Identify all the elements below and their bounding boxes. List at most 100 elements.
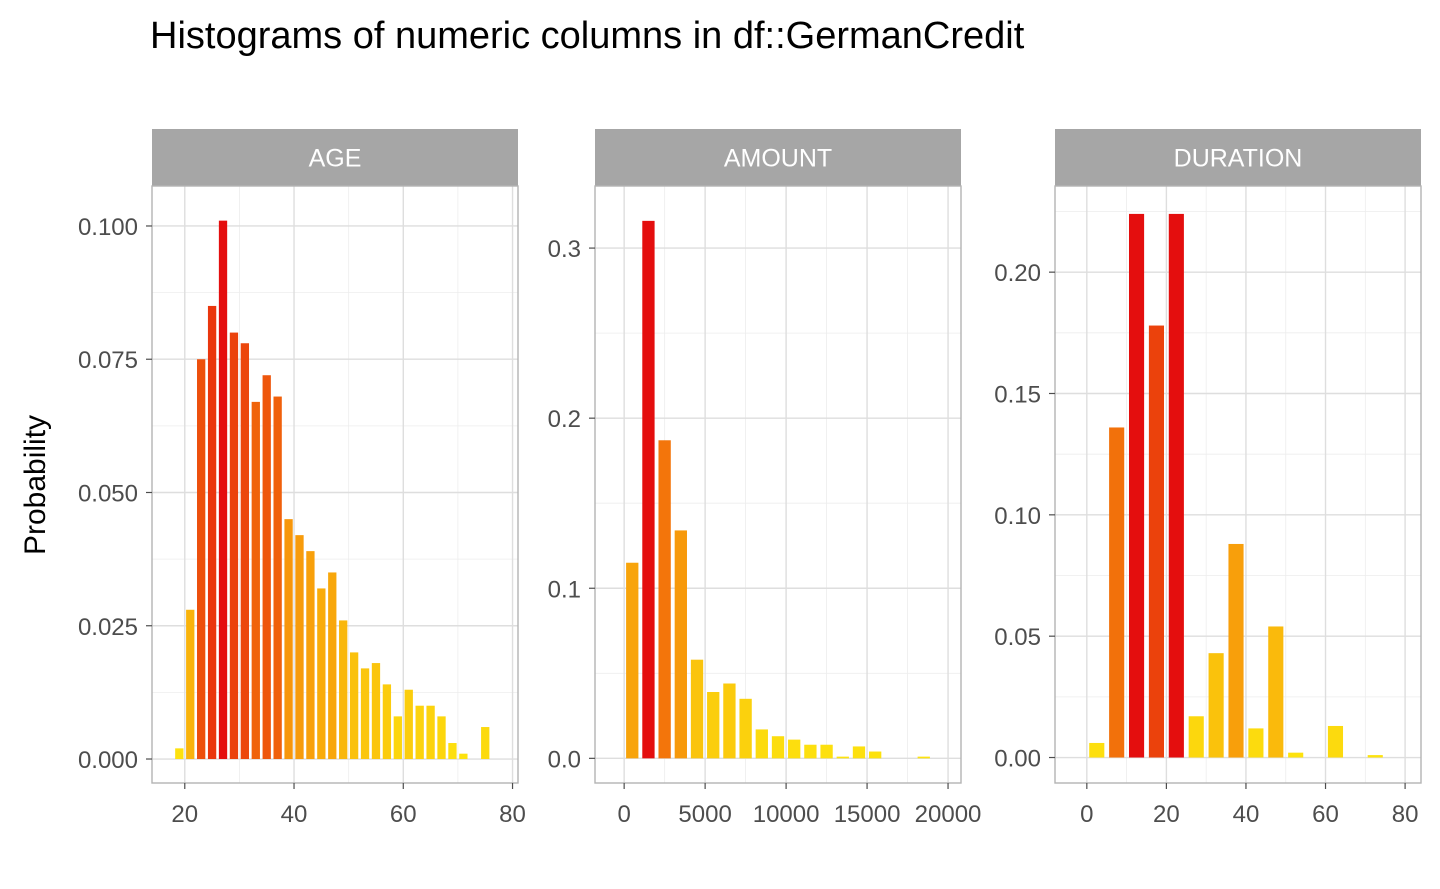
histogram-bar: [415, 705, 424, 760]
histogram-bar: [771, 736, 785, 759]
x-tick-label: 80: [499, 801, 526, 828]
x-tick-label: 40: [281, 801, 308, 828]
histogram-bar: [1168, 213, 1184, 758]
facet-label: AMOUNT: [724, 145, 832, 173]
y-tick-label: 0.100: [78, 214, 138, 241]
histogram-bar: [186, 609, 195, 760]
histogram-bar: [1148, 325, 1165, 758]
y-tick-label: 0.2: [548, 406, 581, 433]
histogram-bar: [739, 698, 752, 759]
y-tick-label: 0.050: [78, 480, 138, 507]
y-axis-label: Probability: [19, 415, 52, 555]
y-tick-label: 0.05: [994, 624, 1041, 651]
panel-border: [1054, 185, 1422, 784]
histogram-bar: [251, 401, 260, 760]
histogram-bar: [869, 751, 882, 759]
bars: [1089, 213, 1383, 758]
x-tick-label: 20000: [915, 801, 982, 828]
histogram-bar: [1188, 716, 1204, 758]
histogram-bar: [1327, 725, 1344, 758]
y-tick-label: 0.10: [994, 503, 1041, 530]
x-tick-label: 10000: [753, 801, 820, 828]
facet-strip: [595, 129, 961, 186]
y-tick-label: 0.15: [994, 381, 1041, 408]
x-tick-label: 0: [1080, 801, 1093, 828]
histogram-bar: [658, 440, 671, 759]
histogram-bar: [1128, 213, 1145, 758]
facet-label: DURATION: [1174, 145, 1303, 173]
histogram-bar: [755, 729, 768, 759]
histogram-bar: [836, 756, 849, 759]
histogram-bar: [1228, 543, 1244, 758]
panel-amount: AMOUNT 0.0 0.1 0.2 0.3 0 5000 10000 15000 20000: [548, 129, 982, 828]
x-tick-label: 5000: [678, 801, 731, 828]
y-tick-label: 0.3: [548, 236, 581, 263]
y-tick-label: 0.20: [994, 260, 1041, 287]
histogram-bar: [207, 305, 217, 760]
histogram-bar: [284, 519, 293, 760]
grid: [595, 186, 961, 783]
histogram-bar: [459, 753, 468, 760]
x-tick-label: 80: [1392, 801, 1419, 828]
histogram-bar: [1248, 728, 1264, 758]
x-tick-label: 0: [617, 801, 630, 828]
x-tick-label: 60: [1312, 801, 1339, 828]
bars: [175, 220, 490, 760]
histogram-bar: [707, 692, 720, 759]
x-tick-label: 60: [390, 801, 417, 828]
facet-label: AGE: [309, 145, 362, 173]
x-tick-label: 20: [171, 801, 198, 828]
histogram-bar: [723, 683, 736, 759]
histogram-bar: [852, 746, 866, 759]
y-tick-label: 0.075: [78, 347, 138, 374]
y-tick-label: 0.00: [994, 746, 1041, 773]
histogram-bar: [788, 739, 801, 759]
y-tick-label: 0.000: [78, 747, 138, 774]
histogram-bar: [481, 727, 490, 760]
histogram-bar: [917, 756, 930, 759]
y-tick-label: 0.025: [78, 614, 138, 641]
histogram-bar: [626, 562, 639, 759]
histogram-bar: [404, 689, 413, 760]
panel-duration: DURATION 0.00 0.05 0.10 0.15 0.20 0 20 40 60 80: [994, 129, 1422, 828]
histogram-bar: [229, 332, 239, 760]
histogram-bar: [393, 716, 402, 760]
histogram-bar: [437, 716, 446, 760]
x-tick-label: 20: [1153, 801, 1180, 828]
histogram-bar: [1109, 427, 1125, 758]
x-tick-label: 15000: [834, 801, 901, 828]
histogram-bar: [262, 375, 271, 760]
y-tick-label: 0.1: [548, 576, 581, 603]
histogram-bar: [426, 705, 435, 760]
histogram-bar: [240, 343, 250, 760]
facet-strip: [1055, 129, 1421, 186]
histogram-bar: [1268, 626, 1284, 758]
histogram-bar: [339, 620, 348, 760]
histogram-bar: [295, 535, 304, 760]
histogram-bar: [360, 668, 370, 760]
histogram-bar: [306, 551, 315, 760]
histogram-bar: [197, 359, 206, 760]
histogram-bar: [382, 684, 392, 760]
histogram-bar: [1288, 752, 1304, 758]
panel-border: [151, 185, 519, 784]
histogram-bar: [371, 663, 381, 760]
histogram-bar: [674, 530, 687, 759]
histogram-bar: [448, 743, 457, 760]
y-tick-label: 0.0: [548, 746, 581, 773]
histogram-bar: [317, 588, 326, 760]
panel-border: [594, 185, 962, 784]
histogram-bar: [273, 396, 282, 760]
histogram-bar: [1089, 742, 1105, 758]
histogram-bar: [642, 220, 655, 759]
histogram-bar: [328, 572, 337, 760]
histogram-bar: [1367, 755, 1383, 758]
facet-strip: [152, 129, 518, 186]
histogram-bar: [690, 659, 704, 759]
chart-title: Histograms of numeric columns in df::Ger…: [150, 15, 1025, 57]
histogram-bar: [804, 744, 817, 759]
histogram-bar: [349, 652, 359, 760]
histogram-bar: [820, 744, 833, 759]
